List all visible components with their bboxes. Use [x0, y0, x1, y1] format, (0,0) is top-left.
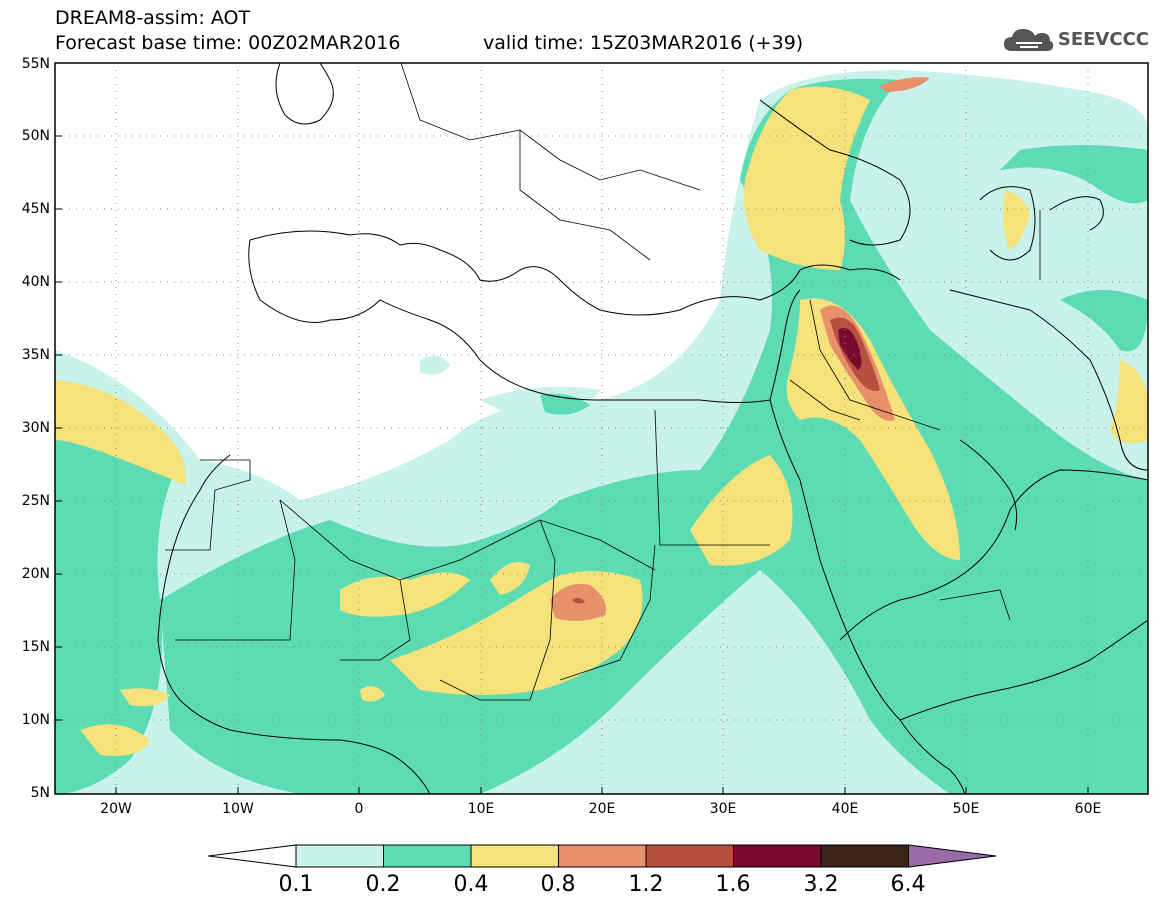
colorbar-label: 0.2 — [365, 872, 401, 897]
logo-text: SEEVCCC — [1057, 28, 1149, 50]
forecast-base-time: Forecast base time: 00Z02MAR2016 — [55, 32, 401, 54]
colorbar-bin-4 — [558, 844, 647, 868]
lat-label: 50N — [21, 128, 50, 144]
colorbar-bin-6 — [733, 844, 822, 868]
colorbar-bin-2 — [383, 844, 472, 868]
colorbar-bin-1 — [295, 844, 384, 868]
lon-label: 20W — [100, 801, 132, 817]
lon-label: 0 — [354, 801, 364, 817]
colorbar-bin-3 — [470, 844, 559, 868]
cloud-icon — [1003, 29, 1054, 51]
lat-label: 5N — [30, 785, 50, 801]
lat-label: 25N — [21, 493, 50, 509]
lon-label: 50E — [952, 801, 980, 817]
colorbar-label: 0.4 — [453, 872, 489, 897]
lon-label: 10W — [222, 801, 254, 817]
colorbar-bin-7 — [820, 844, 909, 868]
country-borders — [165, 63, 1041, 701]
lon-label: 10E — [467, 801, 495, 817]
lat-label: 10N — [21, 712, 50, 728]
colorbar — [207, 844, 997, 868]
lon-label: 30E — [709, 801, 737, 817]
colorbar-label: 0.8 — [540, 872, 576, 897]
lon-label: 20E — [588, 801, 616, 817]
colorbar-over-triangle — [908, 844, 997, 868]
axis-ticks — [55, 135, 1089, 794]
lon-label: 40E — [831, 801, 859, 817]
colorbar-label: 6.4 — [890, 872, 926, 897]
lat-label: 40N — [21, 274, 50, 290]
seevccc-logo: SEEVCCC — [1002, 25, 1149, 53]
colorbar-label: 3.2 — [803, 872, 839, 897]
lat-label: 30N — [21, 420, 50, 436]
lat-label: 55N — [21, 56, 50, 72]
lat-label: 35N — [21, 347, 50, 363]
colorbar-label: 1.6 — [715, 872, 751, 897]
valid-time: valid time: 15Z03MAR2016 (+39) — [483, 32, 804, 54]
colorbar-under-triangle — [207, 844, 297, 868]
map-title: DREAM8-assim: AOT — [55, 7, 251, 29]
colorbar-label: 1.2 — [628, 872, 664, 897]
lon-label: 60E — [1074, 801, 1102, 817]
lat-label: 45N — [21, 201, 50, 217]
lat-label: 20N — [21, 566, 50, 582]
aot-band-1-6 — [838, 327, 862, 370]
lat-label: 15N — [21, 639, 50, 655]
graticule — [55, 63, 1148, 794]
colorbar-label: 0.1 — [278, 872, 314, 897]
colorbar-bin-5 — [645, 844, 734, 868]
coastlines — [157, 63, 1148, 794]
